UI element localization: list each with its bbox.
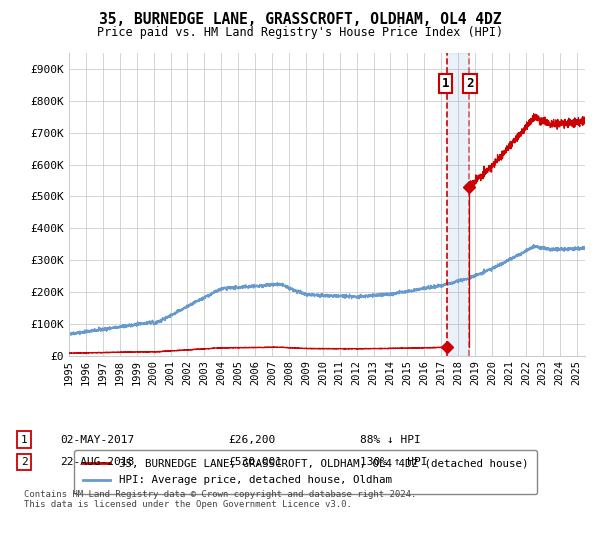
Text: £26,200: £26,200 xyxy=(228,435,275,445)
Legend: 35, BURNEDGE LANE, GRASSCROFT, OLDHAM, OL4 4DZ (detached house), HPI: Average pr: 35, BURNEDGE LANE, GRASSCROFT, OLDHAM, O… xyxy=(74,450,537,494)
Text: 2: 2 xyxy=(20,457,28,467)
Text: 1: 1 xyxy=(20,435,28,445)
Text: 35, BURNEDGE LANE, GRASSCROFT, OLDHAM, OL4 4DZ: 35, BURNEDGE LANE, GRASSCROFT, OLDHAM, O… xyxy=(99,12,501,27)
Text: 22-AUG-2018: 22-AUG-2018 xyxy=(60,457,134,467)
Text: 02-MAY-2017: 02-MAY-2017 xyxy=(60,435,134,445)
Text: 2: 2 xyxy=(467,77,474,90)
Bar xyxy=(447,53,469,356)
Text: Price paid vs. HM Land Registry's House Price Index (HPI): Price paid vs. HM Land Registry's House … xyxy=(97,26,503,39)
Text: 88% ↓ HPI: 88% ↓ HPI xyxy=(360,435,421,445)
Text: 1: 1 xyxy=(442,77,449,90)
Text: Contains HM Land Registry data © Crown copyright and database right 2024.
This d: Contains HM Land Registry data © Crown c… xyxy=(24,490,416,510)
Text: 130% ↑ HPI: 130% ↑ HPI xyxy=(360,457,427,467)
Text: £530,001: £530,001 xyxy=(228,457,282,467)
